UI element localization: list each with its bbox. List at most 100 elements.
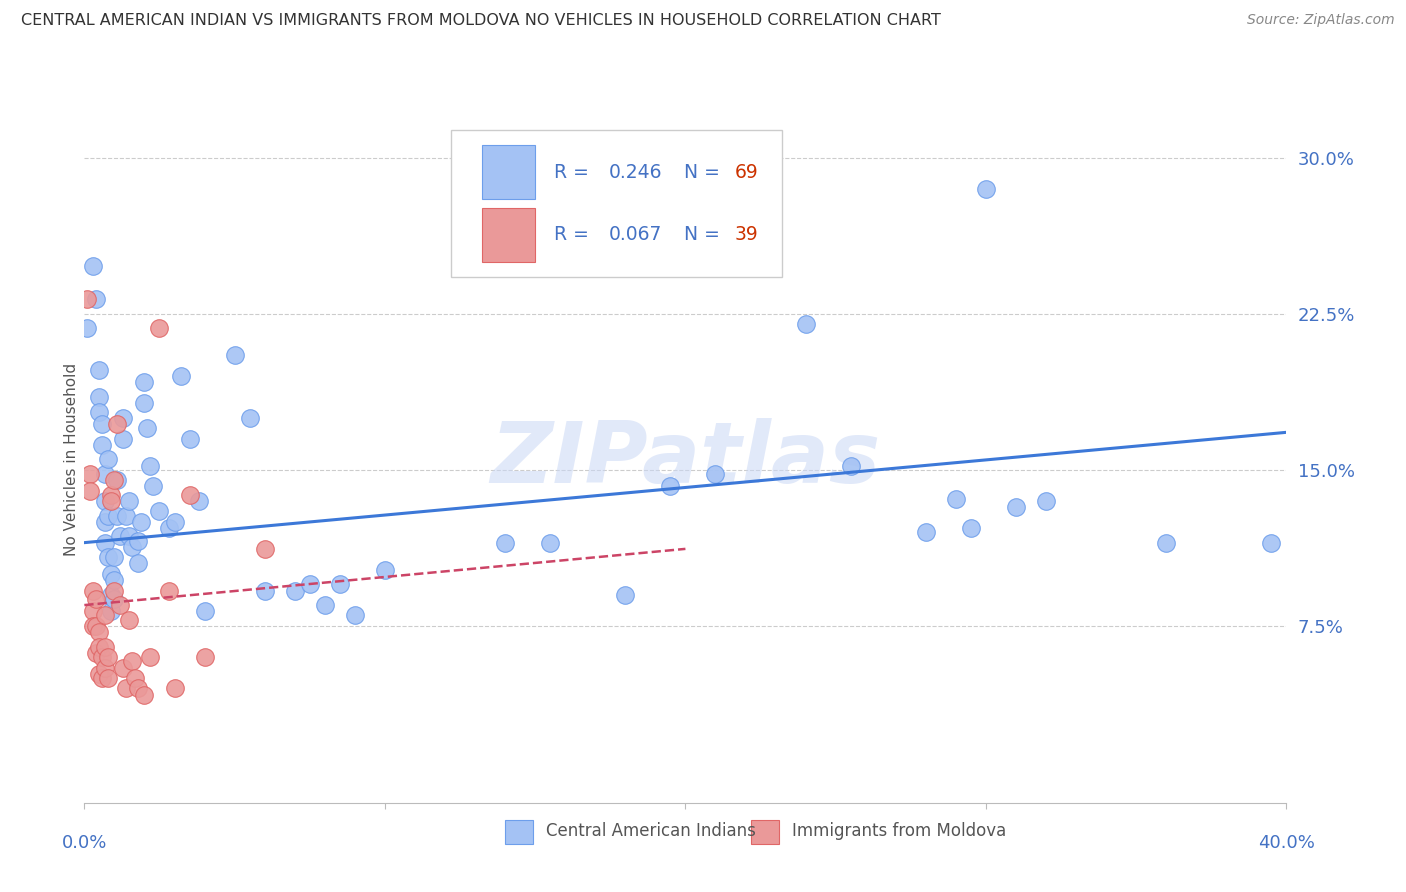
Text: Source: ZipAtlas.com: Source: ZipAtlas.com: [1247, 13, 1395, 28]
Point: [974, 182, 997, 196]
Point: [103, 473, 125, 487]
Point: [86, 591, 108, 606]
Point: [194, 650, 217, 665]
Text: 0.067: 0.067: [609, 226, 662, 244]
Point: [94, 467, 117, 481]
Text: N =: N =: [685, 162, 725, 182]
Point: [89, 363, 111, 377]
Point: [253, 541, 276, 556]
Point: [97, 508, 120, 523]
Point: [239, 410, 262, 425]
Point: [915, 525, 938, 540]
Point: [118, 494, 141, 508]
Point: [82, 583, 104, 598]
Point: [107, 473, 129, 487]
Point: [94, 535, 117, 549]
Point: [115, 508, 138, 523]
Point: [960, 521, 983, 535]
Point: [134, 376, 156, 390]
Point: [224, 348, 246, 362]
Point: [107, 417, 129, 431]
Point: [127, 557, 149, 571]
Text: R =: R =: [554, 226, 595, 244]
Point: [704, 467, 727, 481]
Point: [97, 671, 120, 685]
FancyBboxPatch shape: [505, 820, 533, 844]
Point: [163, 515, 186, 529]
Point: [89, 666, 111, 681]
Point: [94, 640, 117, 654]
Point: [82, 259, 104, 273]
Point: [169, 369, 191, 384]
FancyBboxPatch shape: [751, 820, 779, 844]
Point: [91, 417, 114, 431]
Point: [314, 598, 336, 612]
Point: [112, 660, 135, 674]
Point: [86, 646, 108, 660]
Point: [148, 321, 170, 335]
Point: [100, 494, 122, 508]
Point: [127, 681, 149, 696]
Point: [1260, 535, 1282, 549]
Point: [76, 292, 98, 306]
Point: [103, 591, 125, 606]
Point: [94, 515, 117, 529]
Point: [89, 390, 111, 404]
Point: [100, 604, 122, 618]
Text: 40.0%: 40.0%: [1258, 834, 1315, 852]
Point: [121, 540, 143, 554]
Point: [121, 654, 143, 668]
Point: [91, 438, 114, 452]
Point: [97, 452, 120, 467]
Point: [1005, 500, 1028, 515]
Point: [157, 583, 180, 598]
Point: [329, 577, 352, 591]
Point: [118, 529, 141, 543]
Point: [118, 613, 141, 627]
Point: [343, 608, 366, 623]
Point: [794, 317, 817, 331]
Point: [100, 566, 122, 581]
Point: [163, 681, 186, 696]
Point: [538, 535, 561, 549]
Point: [139, 650, 162, 665]
Point: [100, 588, 122, 602]
Point: [157, 521, 180, 535]
Text: CENTRAL AMERICAN INDIAN VS IMMIGRANTS FROM MOLDOVA NO VEHICLES IN HOUSEHOLD CORR: CENTRAL AMERICAN INDIAN VS IMMIGRANTS FR…: [21, 13, 941, 29]
Text: ZIPatlas: ZIPatlas: [491, 417, 880, 501]
Point: [298, 577, 321, 591]
Point: [97, 550, 120, 565]
Text: Central American Indians: Central American Indians: [546, 822, 755, 840]
Point: [94, 494, 117, 508]
FancyBboxPatch shape: [482, 208, 536, 262]
Point: [1156, 535, 1178, 549]
Point: [134, 396, 156, 410]
Text: R =: R =: [554, 162, 595, 182]
Point: [112, 410, 135, 425]
Point: [659, 479, 682, 493]
Point: [139, 458, 162, 473]
Point: [100, 488, 122, 502]
Point: [374, 563, 396, 577]
Text: 39: 39: [735, 226, 758, 244]
Point: [86, 292, 108, 306]
Point: [839, 458, 862, 473]
Point: [91, 650, 114, 665]
Point: [134, 688, 156, 702]
Point: [82, 604, 104, 618]
Point: [187, 494, 209, 508]
Point: [103, 573, 125, 587]
Text: 0.246: 0.246: [609, 162, 662, 182]
FancyBboxPatch shape: [482, 145, 536, 200]
Point: [115, 681, 138, 696]
Point: [94, 660, 117, 674]
Point: [494, 535, 516, 549]
Text: 69: 69: [735, 162, 758, 182]
Point: [179, 488, 201, 502]
Point: [1035, 494, 1057, 508]
Point: [89, 640, 111, 654]
Point: [107, 508, 129, 523]
Point: [127, 533, 149, 548]
Point: [89, 404, 111, 418]
Point: [110, 598, 132, 612]
